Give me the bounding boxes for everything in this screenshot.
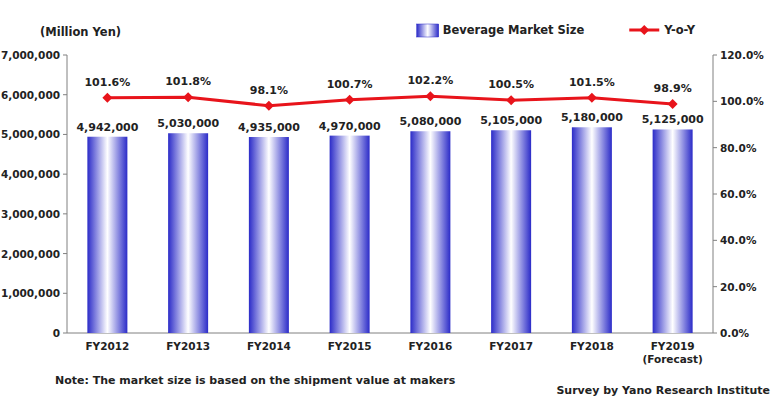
y2-tick-label: 0.0% [720, 327, 750, 339]
bar [410, 131, 450, 333]
legend: Beverage Market Size Y-o-Y [417, 23, 696, 37]
x-tick-label: FY2012 [85, 340, 129, 352]
bar-label: 5,030,000 [157, 117, 219, 130]
bar-label: 5,105,000 [480, 114, 542, 127]
marker [345, 95, 355, 105]
line-label: 101.6% [84, 76, 130, 89]
marker [668, 99, 678, 109]
y-tick [63, 253, 67, 254]
bar [87, 137, 127, 333]
bar-label: 5,125,000 [642, 113, 704, 126]
y2-tick [713, 55, 717, 56]
bar-label: 4,942,000 [76, 121, 138, 134]
legend-item: Beverage Market Size [417, 23, 585, 37]
marker [264, 101, 274, 111]
bar-label: 4,935,000 [238, 121, 300, 134]
bar [572, 127, 612, 333]
y-tick-label: 2,000,000 [1, 248, 60, 260]
y-axis-title: (Million Yen) [40, 25, 121, 39]
bar [249, 137, 289, 333]
legend-marker [639, 25, 649, 35]
label-line: (Forecast) [642, 353, 702, 365]
y-tick-label: 1,000,000 [1, 287, 60, 299]
y-axis-line [67, 55, 68, 333]
x-tick-label: FY2018 [570, 340, 614, 352]
line-label: 98.1% [250, 84, 288, 97]
line-label: 101.5% [569, 76, 615, 89]
bar-label: 5,180,000 [561, 111, 623, 124]
y-tick-label: 4,000,000 [1, 168, 60, 180]
y-tick-label: 6,000,000 [1, 89, 60, 101]
marker [506, 95, 516, 105]
y2-tick [713, 101, 717, 102]
y2-tick-label: 60.0% [720, 188, 757, 200]
y2-tick-label: 120.0% [720, 49, 764, 61]
line-label: 100.5% [488, 78, 534, 91]
x-tick-label: FY2017 [489, 340, 533, 352]
y-tick-label: 0 [53, 327, 60, 339]
line-label: 102.2% [407, 74, 453, 87]
y2-tick-label: 40.0% [720, 234, 757, 246]
y2-tick [713, 286, 717, 287]
marker [183, 92, 193, 102]
note: Note: The market size is based on the sh… [55, 374, 456, 387]
y-tick [63, 333, 67, 334]
y-tick-label: 5,000,000 [1, 128, 60, 140]
source: Survey by Yano Research Institute [556, 384, 770, 397]
y-tick [63, 94, 67, 95]
bar [491, 130, 531, 333]
x-tick-label: FY2013 [166, 340, 210, 352]
x-tick-label: FY2019(Forecast) [642, 340, 702, 365]
data-labels: 4,942,000 5,030,000 4,935,000 4,970,000 5,08… [76, 74, 704, 134]
x-axis-line [67, 333, 713, 334]
y-tick-label: 7,000,000 [1, 49, 60, 61]
marker [102, 93, 112, 103]
y-tick [63, 213, 67, 214]
marker [587, 93, 597, 103]
y2-tick [713, 147, 717, 148]
y-tick [63, 293, 67, 294]
bar [168, 133, 208, 333]
x-tick-label: FY2014 [247, 340, 291, 352]
y-tick [63, 55, 67, 56]
x-tick-label: FY2016 [408, 340, 452, 352]
y2-tick [713, 240, 717, 241]
line-label: 98.9% [654, 82, 692, 95]
x-tick-label: FY2015 [328, 340, 372, 352]
legend-label: Y-o-Y [663, 23, 695, 37]
marker [425, 91, 435, 101]
bar [330, 136, 370, 333]
y-tick-label: 3,000,000 [1, 208, 60, 220]
label-line: FY2019 [651, 340, 695, 352]
y2-tick-label: 100.0% [720, 95, 764, 107]
chart: 0 1,000,000 2,000,000 3,000,000 4,000,000 5,0… [0, 0, 780, 408]
y2-tick [713, 194, 717, 195]
y-tick [63, 174, 67, 175]
legend-label: Beverage Market Size [443, 23, 585, 37]
plot-marks [87, 91, 692, 333]
y2-tick [713, 333, 717, 334]
line-label: 100.7% [327, 78, 373, 91]
bar-label: 5,080,000 [399, 115, 461, 128]
y-tick [63, 134, 67, 135]
legend-swatch [417, 24, 439, 37]
bar [653, 129, 693, 333]
y2-tick-label: 80.0% [720, 142, 757, 154]
line-label: 101.8% [165, 75, 211, 88]
legend-item: Y-o-Y [629, 23, 695, 37]
bar-label: 4,970,000 [319, 120, 381, 133]
y2-tick-label: 20.0% [720, 281, 757, 293]
